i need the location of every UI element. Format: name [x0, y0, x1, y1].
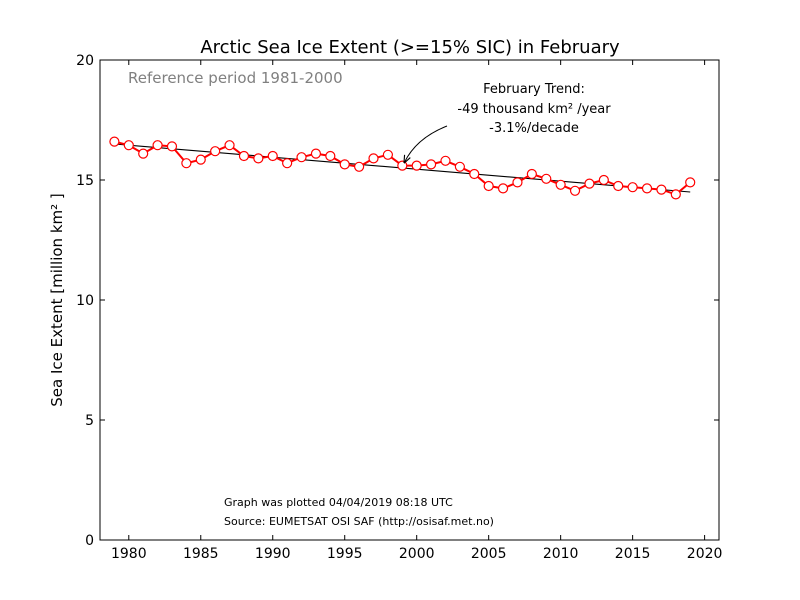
y-tick-label: 15	[76, 173, 94, 189]
source-note: Source: EUMETSAT OSI SAF (http://osisaf.…	[224, 515, 494, 528]
data-point	[339, 159, 350, 170]
data-point	[627, 182, 638, 193]
data-point	[670, 189, 681, 200]
data-point	[282, 158, 293, 169]
y-tick-label: 0	[85, 533, 94, 549]
annotation-arrow	[404, 125, 448, 163]
data-point	[296, 152, 307, 163]
data-point	[238, 150, 250, 162]
data-point	[181, 158, 192, 169]
data-point	[469, 168, 480, 180]
data-point	[641, 183, 653, 194]
data-point	[109, 136, 120, 147]
y-tick-label: 5	[85, 413, 94, 429]
data-point	[253, 153, 264, 164]
x-tick-label: 2000	[399, 546, 435, 562]
x-tick-label: 2020	[687, 546, 723, 562]
data-point	[685, 177, 696, 188]
annotation-line-2: -49 thousand km² /year	[457, 102, 611, 117]
data-point	[397, 160, 408, 171]
data-point	[613, 180, 624, 192]
data-point	[325, 150, 336, 162]
plot-frame	[99, 59, 720, 541]
data-point	[210, 146, 221, 157]
x-tick-label: 1990	[255, 546, 291, 562]
x-tick-label: 2010	[543, 546, 579, 562]
data-point	[454, 161, 465, 172]
reference-period-label: Reference period 1981-2000	[128, 69, 343, 87]
data-point	[224, 140, 235, 151]
data-point	[411, 160, 422, 171]
data-point	[569, 185, 581, 196]
footer: Graph was plotted 04/04/2019 08:18 UTC S…	[224, 496, 494, 528]
annotation-line-1: February Trend:	[483, 82, 585, 97]
data-point	[512, 177, 523, 188]
data-point	[382, 149, 394, 160]
x-tick-label: 1985	[183, 546, 219, 562]
data-point	[310, 148, 322, 159]
data-point	[656, 184, 667, 195]
data-point	[138, 148, 149, 159]
data-point	[584, 178, 595, 189]
x-tick-label: 1995	[327, 546, 363, 562]
data-point	[354, 161, 365, 172]
data-point	[555, 179, 566, 190]
x-tick-label: 2005	[471, 546, 507, 562]
chart-title: Arctic Sea Ice Extent (>=15% SIC) in Feb…	[200, 37, 620, 58]
data-point	[483, 180, 494, 192]
data-point	[123, 140, 134, 151]
annotation-line-3: -3.1%/decade	[489, 121, 579, 136]
y-tick-label: 10	[76, 293, 94, 309]
x-tick-label: 2015	[615, 546, 651, 562]
data-point	[166, 141, 178, 152]
y-axis-label: Sea Ice Extent [million km² ]	[48, 193, 66, 407]
data-point	[152, 140, 163, 151]
data-point	[267, 150, 278, 162]
data-point	[541, 173, 552, 184]
data-point	[526, 168, 537, 180]
series-layer	[109, 136, 696, 200]
axis-ticks: 1980 1985 1990 1995 2000 2005 2010 2015 20200510…	[76, 53, 722, 562]
plot-area: 1980 1985 1990 1995 2000 2005 2010 2015 20200510…	[76, 53, 722, 562]
data-point	[497, 183, 509, 194]
x-tick-label: 1980	[111, 546, 147, 562]
data-point	[195, 154, 206, 165]
data-point	[598, 174, 609, 186]
data-point	[425, 159, 437, 170]
data-point	[440, 155, 451, 166]
trend-annotation: February Trend: -49 thousand km² /year -…	[404, 82, 611, 163]
plot-date-note: Graph was plotted 04/04/2019 08:18 UTC	[224, 496, 453, 509]
y-tick-label: 20	[76, 53, 94, 69]
data-point	[368, 153, 379, 164]
